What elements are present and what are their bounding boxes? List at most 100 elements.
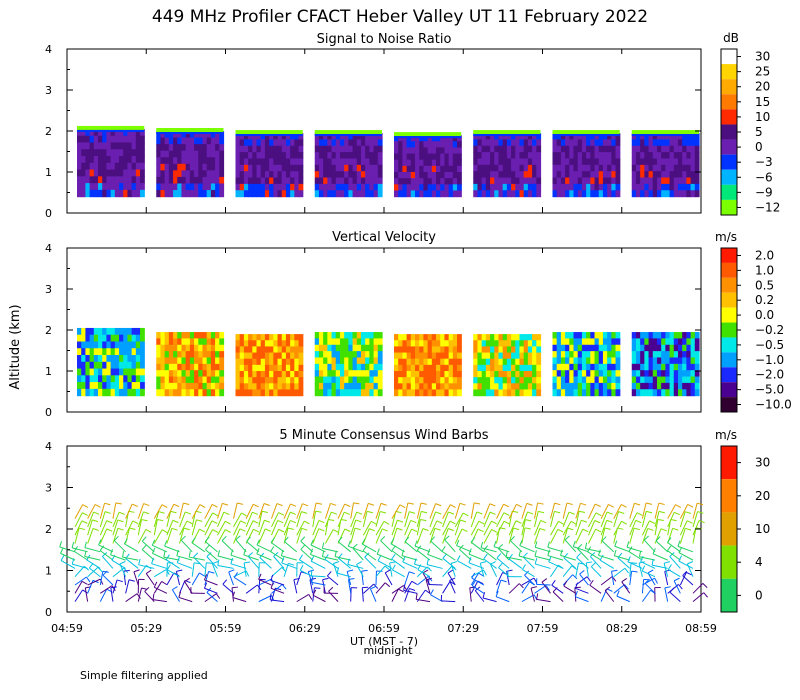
heatmap-cell [314,389,320,397]
heatmap-cell [481,145,487,153]
wind-barb-flag [678,555,683,562]
heatmap-cell [615,338,621,346]
heatmap-cell [394,358,399,366]
heatmap-cell [168,382,174,390]
wind-barb-flag [468,548,472,555]
wind-barb-staff [483,503,491,519]
heatmap-cell [565,133,570,141]
heatmap-cell [194,183,199,191]
wind-barb-flag [660,528,667,532]
wind-barb-staff [362,511,368,528]
heatmap-cell [560,382,566,390]
heatmap-cell [577,389,583,397]
wind-barb-flag [631,562,638,564]
heatmap-cell [369,363,375,371]
heatmap-cell [93,382,99,390]
heatmap-cell [189,190,195,198]
heatmap-cell [114,375,120,383]
heatmap-cell [640,332,645,340]
heatmap-cell [360,190,366,198]
heatmap-cell [498,383,504,391]
heatmap-cell [607,376,612,384]
heatmap-cell [452,352,458,360]
heatmap-cell [352,376,358,384]
heatmap-cell [102,355,108,363]
heatmap-cell [502,389,508,397]
heatmap-cell [415,346,420,354]
wind-barb-flag [594,503,601,508]
heatmap-cell [690,183,696,191]
heatmap-cell [248,158,253,166]
heatmap-cell [444,346,450,354]
heatmap-cell [394,389,399,397]
heatmap-cell [569,389,575,397]
heatmap-cell [581,164,587,172]
heatmap-cell [114,327,120,336]
heatmap-cell [406,153,412,161]
wind-barb-flag [106,520,113,524]
heatmap-cell [440,383,446,391]
heatmap-cell [431,371,437,378]
wind-barb-staff [296,503,303,519]
heatmap-cell [515,371,521,378]
heatmap-cell [652,171,658,179]
heatmap-cell [248,389,253,397]
wind-barb-flag [243,549,247,556]
colorbar-label: −6 [755,170,773,184]
heatmap-cell [369,338,375,346]
heatmap-cell [406,178,412,185]
wind-barb-flag [590,562,596,568]
heatmap-cell [185,351,191,359]
wind-barb-staff [258,511,263,528]
heatmap-cell [607,183,612,191]
wind-barb-staff [233,502,238,519]
heatmap-cell [202,144,208,152]
heatmap-cell [252,133,258,141]
heatmap-cell [502,158,508,166]
heatmap-cell [294,346,300,354]
heatmap-cell [506,145,512,153]
wind-barb-staff [575,503,581,519]
heatmap-cell [156,370,162,378]
heatmap-cell [185,176,191,185]
heatmap-cell [290,346,295,354]
heatmap-cell [285,358,291,366]
heatmap-cell [427,340,433,347]
heatmap-cell [189,150,195,158]
heatmap-cell [181,183,187,191]
heatmap-cell [661,164,666,172]
heatmap-cell [160,382,166,390]
wind-barb-staff [270,520,279,536]
heatmap-cell [106,162,112,171]
wind-barb-flag [82,512,88,516]
heatmap-cell [661,338,666,346]
wind-barb-staff [246,541,260,553]
heatmap-cell [339,370,345,378]
heatmap-cell [281,358,287,366]
heatmap-cell [123,375,129,383]
heatmap-cell [290,358,295,366]
heatmap-cell [686,357,692,365]
heatmap-cell [202,370,208,378]
heatmap-cell [552,145,558,153]
heatmap-cell [615,370,621,378]
heatmap-cell [264,389,270,397]
heatmap-cell [356,344,362,352]
colorbar-swatch [721,184,737,200]
heatmap-cell [402,371,408,378]
wind-barb-staff [271,584,283,594]
heatmap-cell [394,364,399,372]
wind-barb-flag [221,535,227,541]
heatmap-cell [573,139,579,147]
heatmap-cell [235,158,241,166]
heatmap-cell [243,358,249,366]
heatmap-cell [419,340,425,347]
wind-barb-flag [456,539,460,546]
heatmap-cell [177,190,183,198]
snr-heatmap [77,125,700,198]
heatmap-cell [285,334,291,341]
heatmap-cell [135,334,141,343]
heatmap-cell [264,364,270,372]
wind-barb-flag [503,520,510,525]
heatmap-cell [206,351,212,359]
